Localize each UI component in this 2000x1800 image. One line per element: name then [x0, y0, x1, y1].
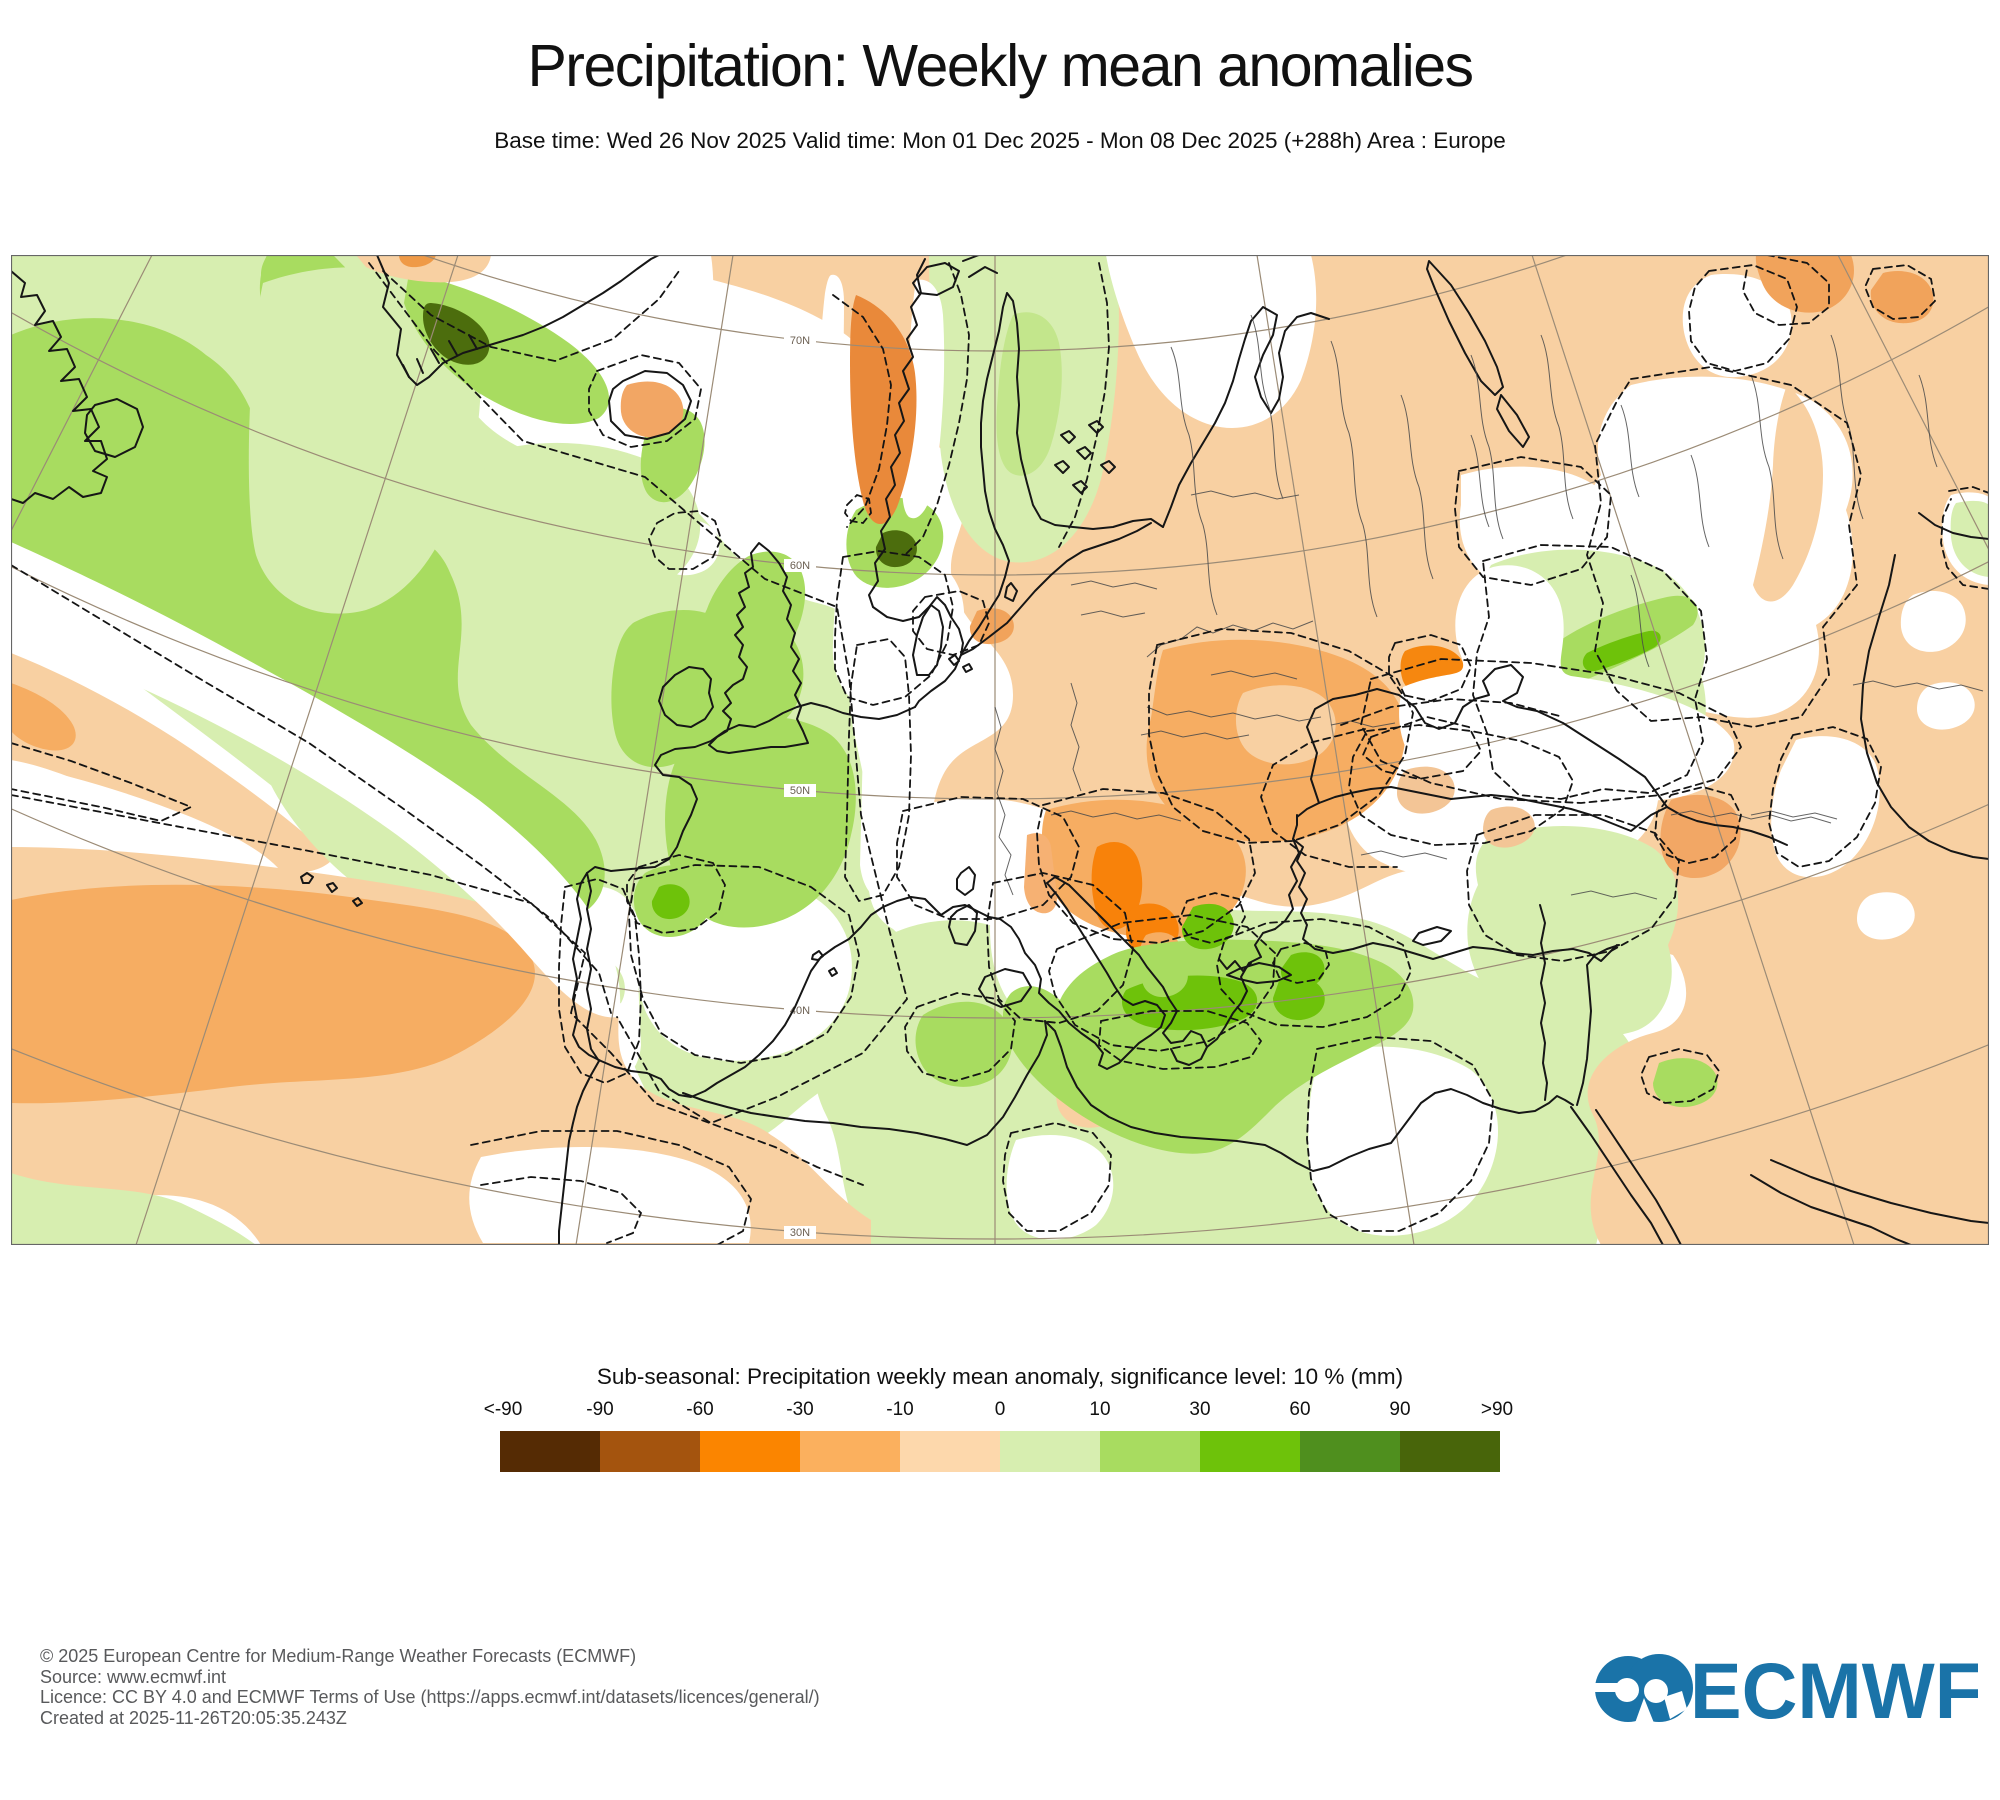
svg-text:60N: 60N: [790, 560, 810, 572]
svg-text:70N: 70N: [790, 335, 810, 347]
svg-text:50N: 50N: [790, 785, 810, 797]
svg-text:ECMWF: ECMWF: [1690, 1650, 1978, 1725]
svg-text:30N: 30N: [790, 1227, 810, 1239]
